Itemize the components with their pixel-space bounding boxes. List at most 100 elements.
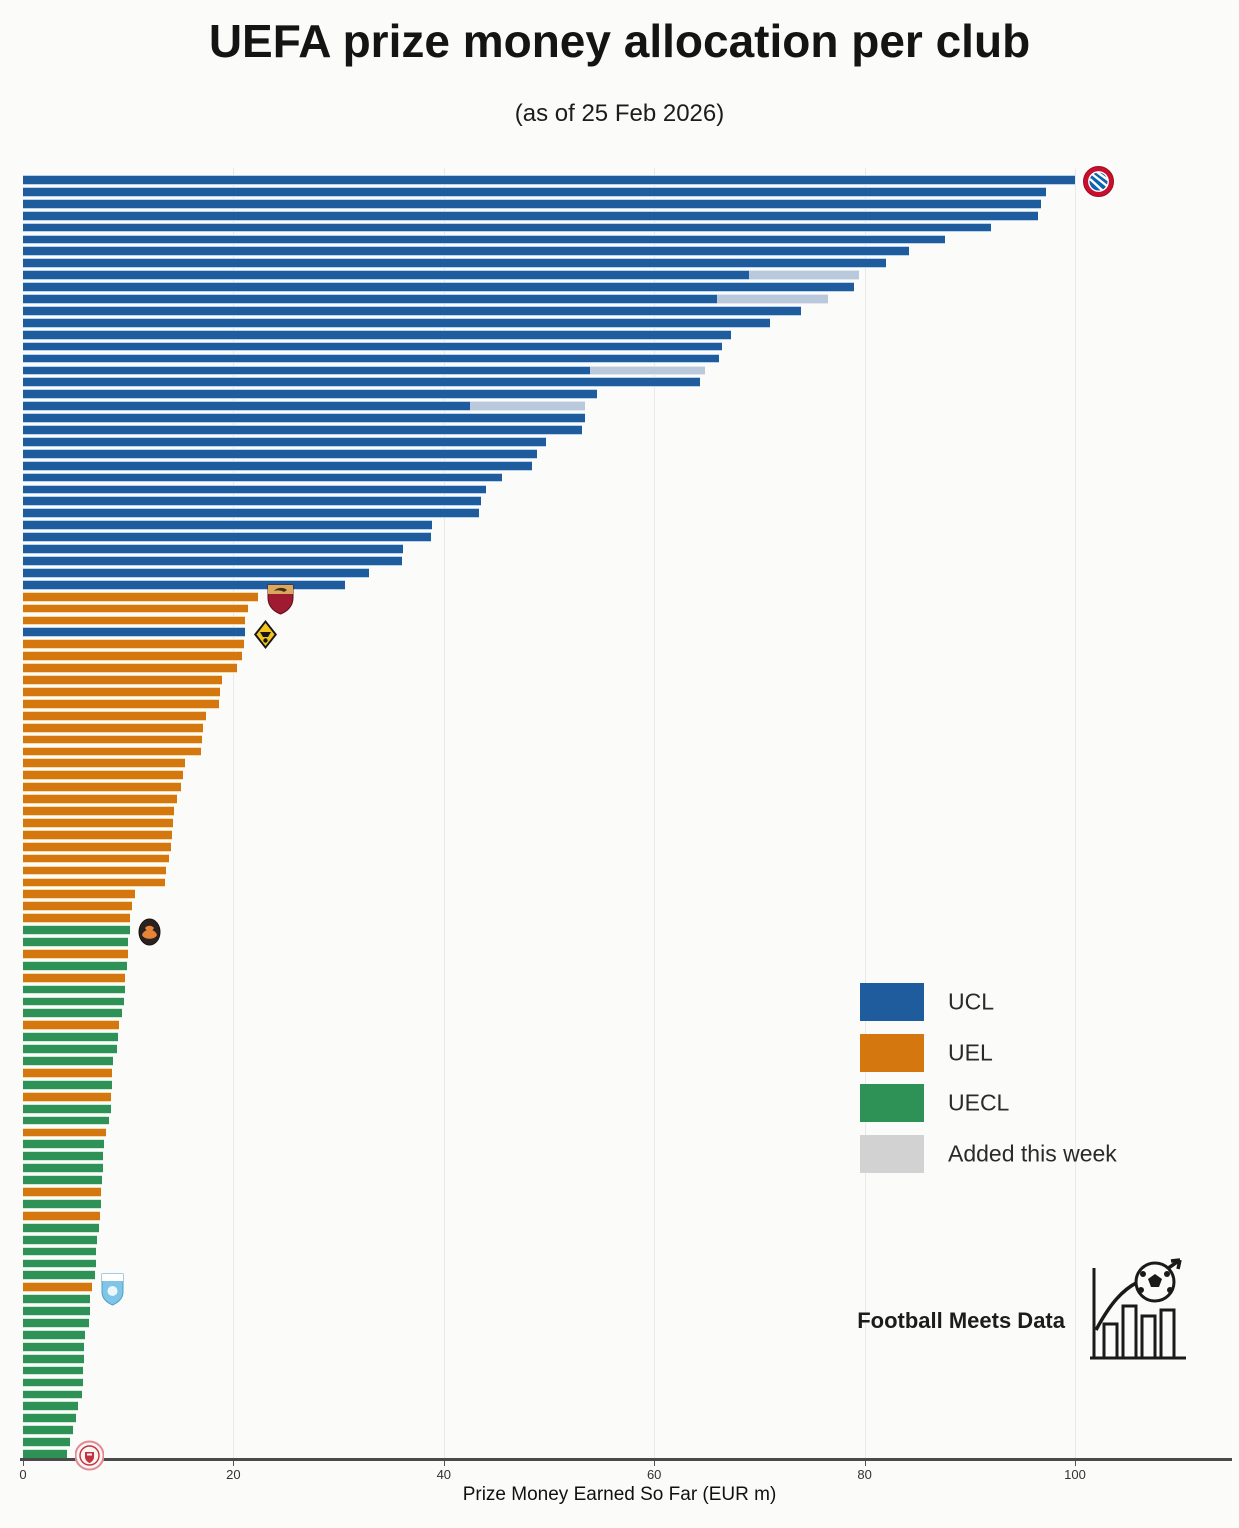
- legend-label: UEL: [948, 1039, 993, 1065]
- tick-mark: [864, 1461, 866, 1466]
- bar-uecl-104: [23, 1401, 78, 1412]
- bar-ucl-4: [23, 210, 1039, 221]
- branding-text: Football Meets Data: [857, 1308, 1065, 1333]
- bar-uel-47: [23, 722, 203, 733]
- bar-uel-57: [23, 841, 172, 852]
- legend-label: UECL: [948, 1089, 1010, 1116]
- bar-uecl-105: [23, 1413, 76, 1424]
- bar-uel-50: [23, 758, 185, 769]
- bar-uel-42: [23, 663, 237, 673]
- bar-ucl-1: [23, 175, 1075, 185]
- tick-mark: [23, 1461, 24, 1466]
- bar-uel-68: [23, 972, 126, 983]
- gridline: [864, 168, 866, 1459]
- bar-uel-63: [23, 913, 131, 924]
- bar-uecl-103: [23, 1389, 82, 1400]
- bar-uel-51: [23, 770, 183, 781]
- bar-uel-56: [23, 829, 173, 840]
- bar-ucl-19: [23, 389, 598, 400]
- bar-ucl-35: [23, 579, 345, 590]
- bar-ucl-39: [23, 627, 245, 638]
- bar-added-this-week-9: [748, 270, 860, 281]
- legend-label: Added this week: [948, 1140, 1117, 1166]
- bar-uecl-92: [23, 1258, 96, 1269]
- bar-uecl-65: [23, 937, 129, 947]
- bar-ucl-21: [23, 413, 585, 423]
- bar-uecl-77: [23, 1079, 113, 1090]
- bar-uel-86: [23, 1187, 101, 1197]
- tick-mark: [654, 1461, 656, 1466]
- bar-uecl-73: [23, 1032, 118, 1043]
- bar-uel-45: [23, 698, 219, 709]
- bar-uecl-69: [23, 984, 126, 995]
- tick-mark: [233, 1461, 235, 1466]
- bar-uecl-100: [23, 1353, 85, 1364]
- bar-uecl-96: [23, 1306, 91, 1316]
- bar-uecl-97: [23, 1318, 90, 1328]
- bar-uel-43: [23, 675, 222, 685]
- tick-mark: [1075, 1461, 1076, 1466]
- bar-uecl-99: [23, 1341, 85, 1352]
- bar-uel-46: [23, 710, 207, 721]
- x-axis-label: Prize Money Earned So Far (EUR m): [462, 1484, 777, 1505]
- bar-ucl-26: [23, 472, 502, 483]
- bar-uel-40: [23, 639, 244, 650]
- bar-uecl-95: [23, 1294, 91, 1305]
- bayern-munich-logo: [1083, 166, 1114, 202]
- bar-ucl-11: [23, 294, 718, 304]
- bar-ucl-28: [23, 496, 481, 507]
- tick-label: 80: [857, 1467, 872, 1482]
- bar-ucl-24: [23, 448, 538, 459]
- gridline: [654, 168, 656, 1459]
- bar-uel-41: [23, 651, 242, 662]
- bar-uel-54: [23, 806, 175, 816]
- bar-ucl-32: [23, 544, 403, 554]
- bar-ucl-14: [23, 329, 731, 340]
- bar-ucl-5: [23, 222, 991, 233]
- tick-label: 20: [226, 1467, 241, 1482]
- tick-label: 60: [646, 1467, 662, 1482]
- bar-uecl-91: [23, 1246, 96, 1257]
- bar-ucl-12: [23, 305, 802, 316]
- bar-ucl-9: [23, 270, 749, 281]
- bar-uecl-84: [23, 1163, 103, 1174]
- bar-uecl-85: [23, 1175, 102, 1185]
- bar-ucl-31: [23, 532, 432, 542]
- bar-uel-61: [23, 889, 135, 900]
- legend-swatch-added-this-week: [860, 1134, 924, 1173]
- bar-ucl-23: [23, 436, 546, 447]
- bar-ucl-10: [23, 282, 855, 292]
- bar-added-this-week-11: [717, 294, 828, 304]
- bar-uel-72: [23, 1020, 119, 1031]
- bar-uel-94: [23, 1282, 93, 1293]
- as-roma-logo: [266, 583, 295, 620]
- bar-uecl-102: [23, 1377, 83, 1388]
- tick-label: 40: [436, 1467, 452, 1482]
- tick-mark: [443, 1461, 445, 1466]
- bar-added-this-week-20: [470, 401, 585, 412]
- bar-ucl-29: [23, 508, 479, 519]
- bar-uel-78: [23, 1091, 112, 1102]
- tick-label: 0: [19, 1467, 27, 1482]
- bar-uel-49: [23, 746, 201, 757]
- bar-uecl-80: [23, 1115, 110, 1126]
- chart-title: UEFA prize money allocation per club: [208, 15, 1031, 67]
- bar-ucl-18: [23, 377, 701, 388]
- legend-swatch-ucl: [860, 983, 924, 1021]
- bar-uecl-82: [23, 1139, 104, 1150]
- malmo-ff-logo: [100, 1272, 125, 1311]
- bar-ucl-7: [23, 246, 909, 257]
- bar-uel-81: [23, 1127, 107, 1138]
- x-axis-line: [20, 1458, 1232, 1461]
- chart-subtitle: (as of 25 Feb 2026): [514, 100, 725, 127]
- bar-ucl-20: [23, 401, 471, 412]
- bar-uel-36: [23, 591, 258, 602]
- bar-ucl-8: [23, 258, 886, 269]
- bottom-club-logo: [74, 1440, 105, 1476]
- bar-uecl-67: [23, 960, 128, 971]
- bar-ucl-30: [23, 520, 433, 531]
- bar-uecl-70: [23, 996, 124, 1007]
- bar-uecl-74: [23, 1044, 117, 1054]
- bar-ucl-13: [23, 317, 770, 328]
